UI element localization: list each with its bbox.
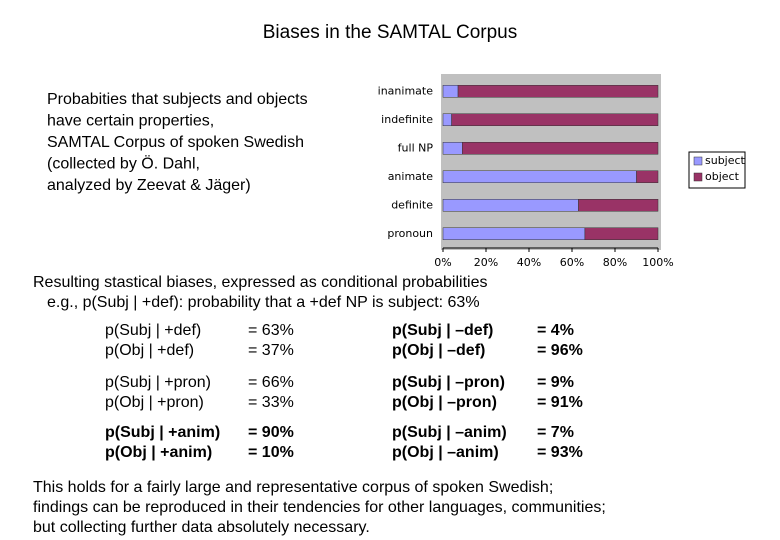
table-cell: = 96%: [537, 342, 583, 359]
y-tick-label: pronoun: [387, 227, 433, 240]
description-line: analyzed by Zeevat & Jäger): [47, 177, 251, 194]
legend-label: object: [705, 170, 740, 183]
y-tick-label: inanimate: [378, 84, 434, 97]
plot-wall: [441, 74, 661, 250]
table-cell: = 9%: [537, 374, 574, 391]
bar-segment: [457, 85, 659, 98]
bar-segment: [442, 142, 463, 155]
table-cell: = 33%: [248, 394, 294, 411]
y-tick-label: full NP: [398, 141, 434, 154]
bar-segment: [442, 170, 637, 183]
bar-segment: [442, 227, 586, 240]
table-cell: p(Subj | –def): [392, 322, 493, 339]
bar-segment: [442, 85, 459, 98]
table-cell: p(Obj | +anim): [105, 444, 212, 461]
bar-segment: [442, 113, 452, 126]
x-tick-label: 100%: [642, 256, 673, 269]
footer-line: findings can be reproduced in their tend…: [33, 499, 606, 516]
table-cell: p(Obj | –pron): [392, 394, 497, 411]
bar-segment: [442, 199, 579, 212]
table-cell: = 91%: [537, 394, 583, 411]
table-cell: = 10%: [248, 444, 294, 461]
y-tick-label: indefinite: [381, 113, 433, 126]
table-cell: p(Obj | –def): [392, 342, 485, 359]
bar-segment: [584, 227, 659, 240]
legend-swatch: [693, 172, 703, 182]
results-heading: Resulting stastical biases, expressed as…: [33, 274, 487, 291]
table-cell: = 63%: [248, 322, 294, 339]
x-tick-label: 40%: [517, 256, 541, 269]
results-example: e.g., p(Subj | +def): probability that a…: [47, 294, 480, 311]
x-tick-label: 80%: [603, 256, 627, 269]
table-cell: p(Obj | +pron): [105, 394, 204, 411]
slide-title: Biases in the SAMTAL Corpus: [263, 22, 518, 43]
table-cell: p(Subj | +def): [105, 322, 201, 339]
bar-segment: [636, 170, 659, 183]
table-cell: = 66%: [248, 374, 294, 391]
legend-label: subject: [705, 154, 746, 167]
legend-swatch: [693, 156, 703, 166]
description-line: (collected by Ö. Dahl,: [47, 155, 200, 173]
bar-segment: [578, 199, 659, 212]
table-cell: = 37%: [248, 342, 294, 359]
bar-segment: [462, 142, 659, 155]
table-cell: p(Obj | +def): [105, 342, 194, 359]
table-cell: p(Subj | –anim): [392, 424, 507, 441]
table-cell: = 90%: [248, 424, 294, 441]
table-cell: = 7%: [537, 424, 574, 441]
table-cell: p(Obj | –anim): [392, 444, 499, 461]
y-tick-label: definite: [391, 198, 433, 211]
x-tick-label: 0%: [434, 256, 451, 269]
table-cell: p(Subj | +anim): [105, 424, 220, 441]
table-cell: p(Subj | –pron): [392, 374, 505, 391]
x-tick-label: 60%: [560, 256, 584, 269]
bar-segment: [451, 113, 659, 126]
description-line: have certain properties,: [47, 113, 214, 130]
description-line: Probabities that subjects and objects: [47, 91, 308, 108]
x-tick-label: 20%: [474, 256, 498, 269]
description-line: SAMTAL Corpus of spoken Swedish: [47, 134, 304, 151]
footer-line: but collecting further data absolutely n…: [33, 519, 370, 536]
table-cell: = 4%: [537, 322, 574, 339]
footer-line: This holds for a fairly large and repres…: [33, 479, 553, 496]
table-cell: p(Subj | +pron): [105, 374, 211, 391]
table-cell: = 93%: [537, 444, 583, 461]
y-tick-label: animate: [388, 170, 434, 183]
